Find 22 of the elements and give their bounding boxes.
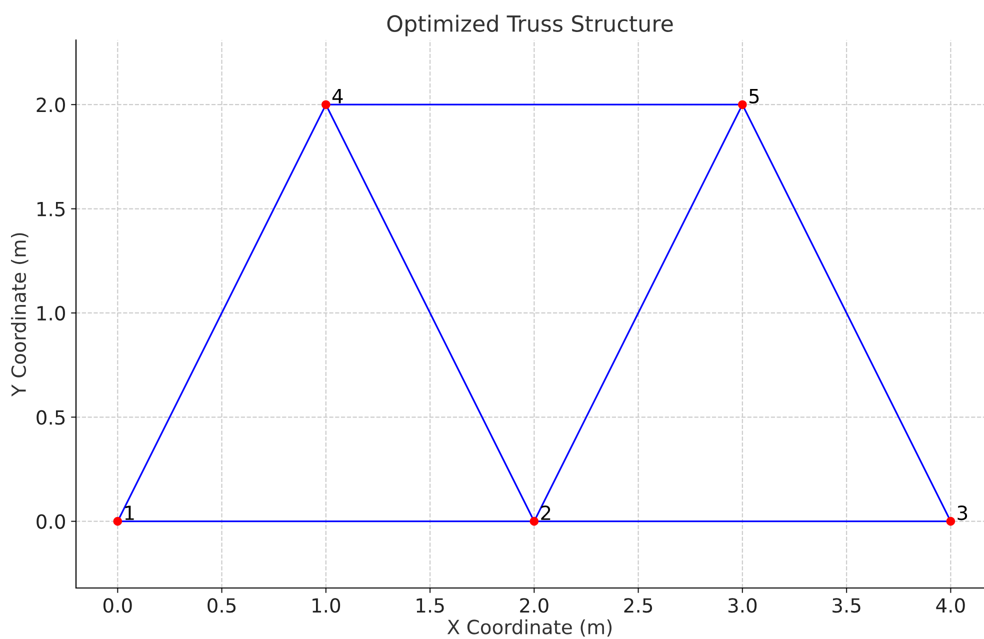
y-axis-title: Y Coordinate (m) [10, 233, 28, 397]
y-tick-label: 1.5 [37, 202, 65, 216]
annotation: 5 [749, 89, 759, 104]
x-axis-title: X Coordinate (m) [447, 619, 612, 637]
annotation: 2 [541, 506, 550, 520]
x-tick-label: 0.5 [208, 598, 236, 613]
annotation: 4 [332, 89, 343, 104]
x-tick-label: 1.0 [312, 598, 340, 613]
x-tick-label: 0.0 [103, 598, 132, 613]
x-tick-label: 3.5 [832, 598, 860, 613]
y-tick-label: 1.0 [37, 306, 65, 321]
y-tick-label: 0.0 [36, 514, 65, 529]
annotation: 3 [958, 506, 968, 520]
y-tick-label: 0.5 [36, 410, 65, 425]
chart-title: Optimized Truss Structure [387, 14, 673, 36]
x-tick-label: 2.0 [520, 598, 548, 613]
x-tick-label: 2.5 [624, 598, 652, 613]
y-tick-label: 2.0 [36, 98, 65, 112]
x-tick-label: 3.0 [728, 598, 757, 613]
x-tick-label: 4.0 [936, 598, 965, 613]
annotation: 1 [125, 506, 134, 520]
x-tick-label: 1.5 [416, 598, 444, 613]
